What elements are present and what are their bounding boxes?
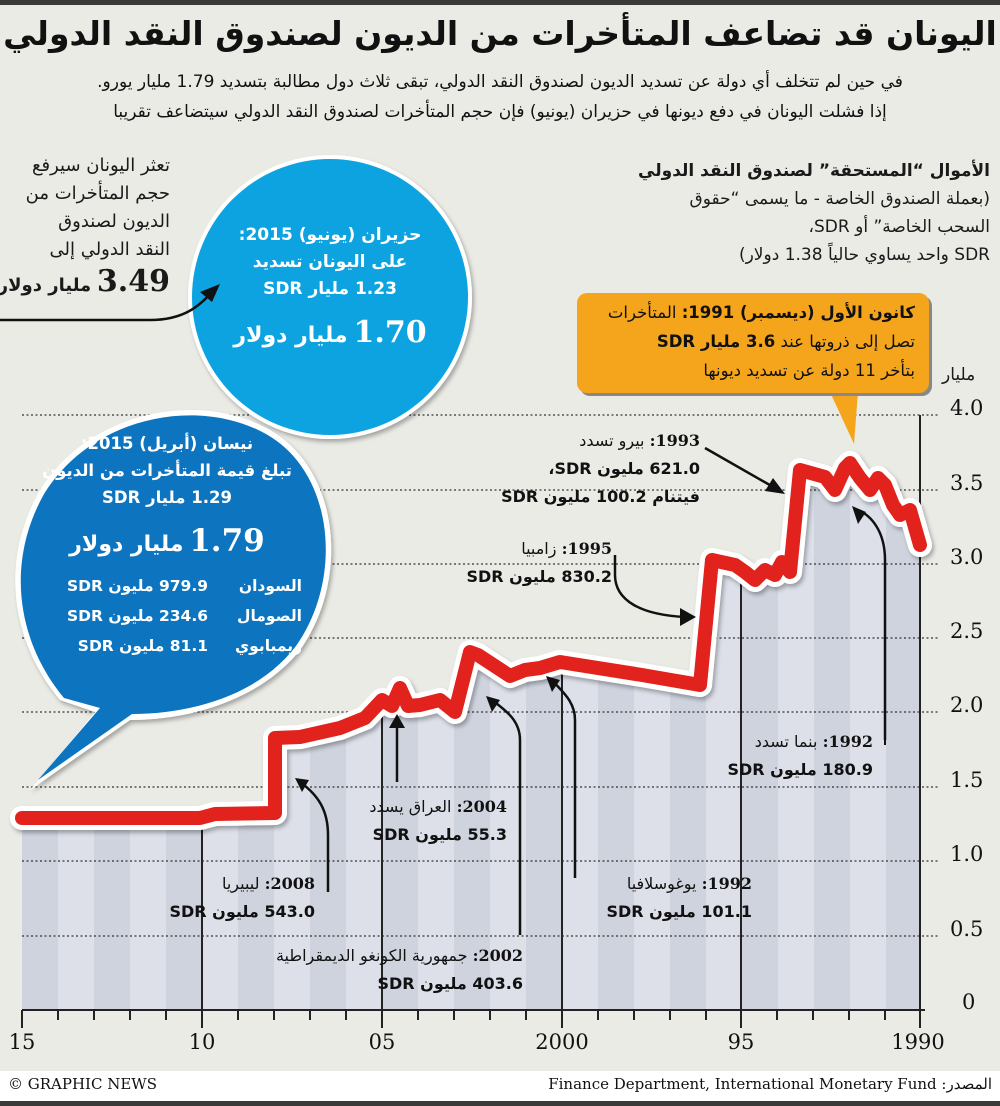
arrears-line — [10, 451, 932, 830]
annotation-value: 101.1 مليون SDR — [606, 902, 752, 921]
top-border — [0, 0, 1000, 5]
country-amount: 81.1 مليون SDR — [77, 637, 208, 655]
annotation-text: زامبيا — [521, 539, 557, 558]
annotation-text: بيرو تسدد — [579, 431, 645, 450]
annotation-value: 830.2 مليون SDR — [466, 567, 612, 586]
left-note-line: تعثر اليونان سيرفع — [31, 155, 170, 176]
annotation-text: بنما تسدد — [754, 732, 818, 751]
annotation-year: 1995: — [561, 539, 612, 558]
peak-box-date: كانون الأول (ديسمبر) 1991: — [681, 303, 915, 322]
footer — [0, 1071, 1000, 1101]
april-2015-bubble — [15, 410, 332, 790]
y-tick-label: 1.5 — [950, 768, 984, 792]
annotation-drc: 2002: جمهورية الكونغو الديمقراطية 403.6 … — [183, 942, 523, 998]
left-note-unit: مليار دولار — [0, 275, 92, 296]
june-2015-bubble — [188, 155, 472, 439]
left-note-line: الديون لصندوق — [58, 211, 170, 232]
y-tick-label: 2.5 — [950, 619, 984, 643]
annotation-text: يوغوسلافيا — [626, 874, 697, 893]
peak-box-text: تصل إلى ذروتها عند — [780, 332, 916, 351]
country-amount: 234.6 مليون SDR — [67, 607, 208, 625]
legend-line: (بعملة الصندوق الخاصة - ما يسمى “حقوق — [689, 189, 990, 209]
left-note: تعثر اليونان سيرفع حجم المتأخرات من الدي… — [0, 152, 170, 300]
annotation-panama: 1992: بنما تسدد 180.9 مليون SDR — [673, 728, 873, 784]
annotation-year: 1992: — [701, 874, 752, 893]
legend-line: السحب الخاصة” أو SDR، — [808, 217, 991, 237]
peak-box-text: بتأخر 11 دولة عن تسديد ديونها — [703, 361, 915, 380]
left-note-line: النقد الدولي إلى — [49, 239, 170, 260]
country-name: الصومال — [237, 607, 302, 625]
annotation-year: 1992: — [822, 732, 873, 751]
annotation-yugoslavia: 1992: يوغوسلافيا 101.1 مليون SDR — [552, 870, 752, 926]
annotation-year: 2008: — [264, 874, 315, 893]
annotation-value: 403.6 مليون SDR — [377, 974, 523, 993]
june-bubble-line: حزيران (يونيو) 2015: — [238, 225, 422, 245]
country-row: السودان 979.9 مليون SDR — [22, 571, 312, 601]
y-tick-label: 0 — [962, 990, 976, 1014]
y-tick-label: 0.5 — [950, 917, 984, 941]
country-amount: 979.9 مليون SDR — [67, 577, 208, 595]
annotation-zambia: 1995: زامبيا 830.2 مليون SDR — [412, 535, 612, 591]
y-tick-label: 2.0 — [950, 693, 984, 717]
legend-line: SDR واحد يساوي حالياً 1.38 دولار) — [738, 245, 990, 265]
annotation-text: ليبيريا — [221, 874, 260, 893]
annotation-year: 2004: — [456, 797, 507, 816]
country-row: الصومال 234.6 مليون SDR — [22, 601, 312, 631]
annotation-value: 55.3 مليون SDR — [372, 825, 507, 844]
y-tick-label: 3.5 — [950, 471, 984, 495]
y-axis-unit: مليار — [942, 365, 976, 385]
y-tick-label: 1.0 — [950, 842, 984, 866]
country-name: السودان — [238, 577, 302, 595]
country-row: زيمبابوي 81.1 مليون SDR — [22, 631, 312, 661]
x-axis — [21, 1009, 925, 1028]
april-bubble-unit: مليار دولار — [69, 532, 184, 557]
april-bubble-text: نيسان (أبريل) 2015: تبلغ قيمة المتأخرات … — [22, 430, 312, 661]
annotation-year: 2002: — [472, 946, 523, 965]
june-bubble-value: 1.70 — [353, 315, 427, 350]
left-note-line: حجم المتأخرات من — [25, 183, 170, 204]
x-tick-label: 10 — [188, 1030, 216, 1054]
legend-description: الأموال “المستحقة” لصندوق النقد الدولي (… — [530, 157, 990, 269]
country-name: زيمبابوي — [234, 637, 302, 655]
bottom-border — [0, 1101, 1000, 1106]
annotation-text: العراق يسدد — [369, 797, 452, 816]
peak-box-tail — [830, 392, 858, 444]
peak-box-text: المتأخرات — [607, 303, 677, 322]
arrow-heads — [200, 284, 866, 792]
annotation-liberia: 2008: ليبيريا 543.0 مليون SDR — [115, 870, 315, 926]
annotation-iraq: 2004: العراق يسدد 55.3 مليون SDR — [307, 793, 507, 849]
annotation-text: جمهورية الكونغو الديمقراطية — [275, 946, 468, 965]
april-bubble-line: 1.29 مليار SDR — [102, 488, 232, 507]
x-tick-label: 1990 — [891, 1030, 945, 1054]
y-tick-label: 3.0 — [950, 545, 984, 569]
june-bubble-text: حزيران (يونيو) 2015: على اليونان تسديد 1… — [200, 222, 460, 363]
annotation-value: 180.9 مليون SDR — [727, 760, 873, 779]
subtitle-line-2: إذا فشلت اليونان في دفع ديونها في حزيران… — [113, 102, 887, 122]
annotation-value: 621.0 مليون SDR، — [548, 459, 700, 478]
subtitle-line-1: في حين لم تتخلف أي دولة عن تسديد الديون … — [97, 72, 903, 92]
x-tick-label: 05 — [368, 1030, 396, 1054]
left-note-value: 3.49 — [96, 264, 170, 299]
page-title: اليونان قد تضاعف المتأخرات من الديون لصن… — [3, 14, 997, 53]
april-bubble-line: نيسان (أبريل) 2015: — [80, 434, 254, 453]
june-bubble-unit: مليار دولار — [233, 323, 348, 348]
annotation-value: 543.0 مليون SDR — [169, 902, 315, 921]
april-bubble-value: 1.79 — [189, 523, 265, 559]
annotation-year: 1993: — [649, 431, 700, 450]
annotation-value: فيتنام 100.2 مليون SDR — [501, 487, 700, 506]
peak-box-value: 3.6 مليار SDR — [656, 332, 776, 351]
source: المصدر: Finance Department, Internationa… — [548, 1075, 992, 1093]
june-bubble-line: على اليونان تسديد — [252, 252, 408, 272]
june-bubble-line: 1.23 مليار SDR — [263, 279, 397, 299]
y-tick-label: 4.0 — [950, 396, 984, 420]
april-bubble-line: تبلغ قيمة المتأخرات من الديون — [42, 461, 292, 480]
x-tick-label: 15 — [8, 1030, 36, 1054]
annotation-peru: 1993: بيرو تسدد 621.0 مليون SDR، فيتنام … — [440, 427, 700, 511]
x-tick-label: 2000 — [535, 1030, 589, 1054]
x-tick-label: 95 — [727, 1030, 755, 1054]
peak-callout-box: كانون الأول (ديسمبر) 1991: المتأخرات تصل… — [577, 293, 929, 393]
credit: © GRAPHIC NEWS — [8, 1075, 157, 1093]
legend-heading: الأموال “المستحقة” لصندوق النقد الدولي — [638, 161, 990, 181]
